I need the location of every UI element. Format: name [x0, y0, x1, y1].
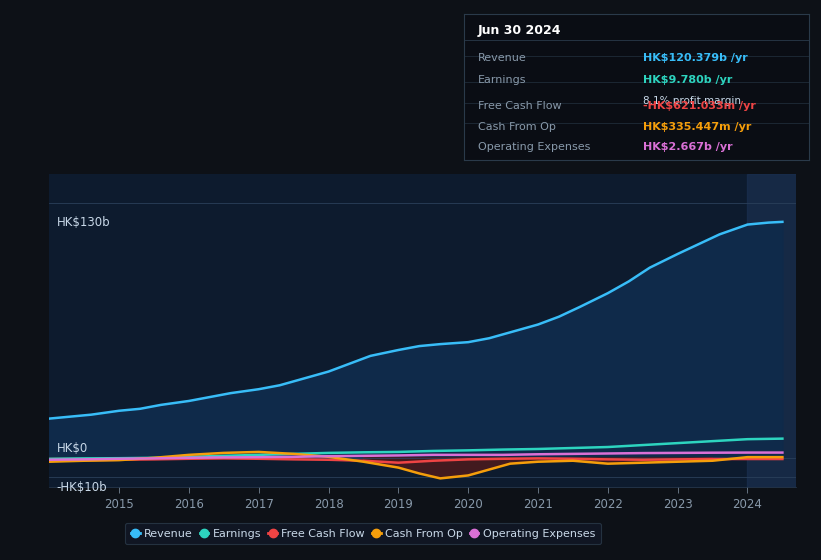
- Text: HK$2.667b /yr: HK$2.667b /yr: [643, 142, 733, 152]
- Text: Revenue: Revenue: [478, 53, 526, 63]
- Text: -HK$621.033m /yr: -HK$621.033m /yr: [643, 101, 756, 111]
- Bar: [747, 174, 818, 487]
- Text: Cash From Op: Cash From Op: [478, 122, 556, 132]
- Text: HK$120.379b /yr: HK$120.379b /yr: [643, 53, 748, 63]
- Text: Free Cash Flow: Free Cash Flow: [478, 101, 562, 111]
- Text: 8.1% profit margin: 8.1% profit margin: [643, 96, 741, 105]
- Text: HK$0: HK$0: [57, 442, 88, 455]
- Legend: Revenue, Earnings, Free Cash Flow, Cash From Op, Operating Expenses: Revenue, Earnings, Free Cash Flow, Cash …: [126, 523, 601, 544]
- Text: HK$130b: HK$130b: [57, 216, 110, 228]
- Text: Earnings: Earnings: [478, 75, 526, 85]
- Text: HK$335.447m /yr: HK$335.447m /yr: [643, 122, 751, 132]
- Text: Operating Expenses: Operating Expenses: [478, 142, 590, 152]
- Text: -HK$10b: -HK$10b: [57, 480, 108, 493]
- Text: Jun 30 2024: Jun 30 2024: [478, 24, 562, 37]
- Text: HK$9.780b /yr: HK$9.780b /yr: [643, 75, 732, 85]
